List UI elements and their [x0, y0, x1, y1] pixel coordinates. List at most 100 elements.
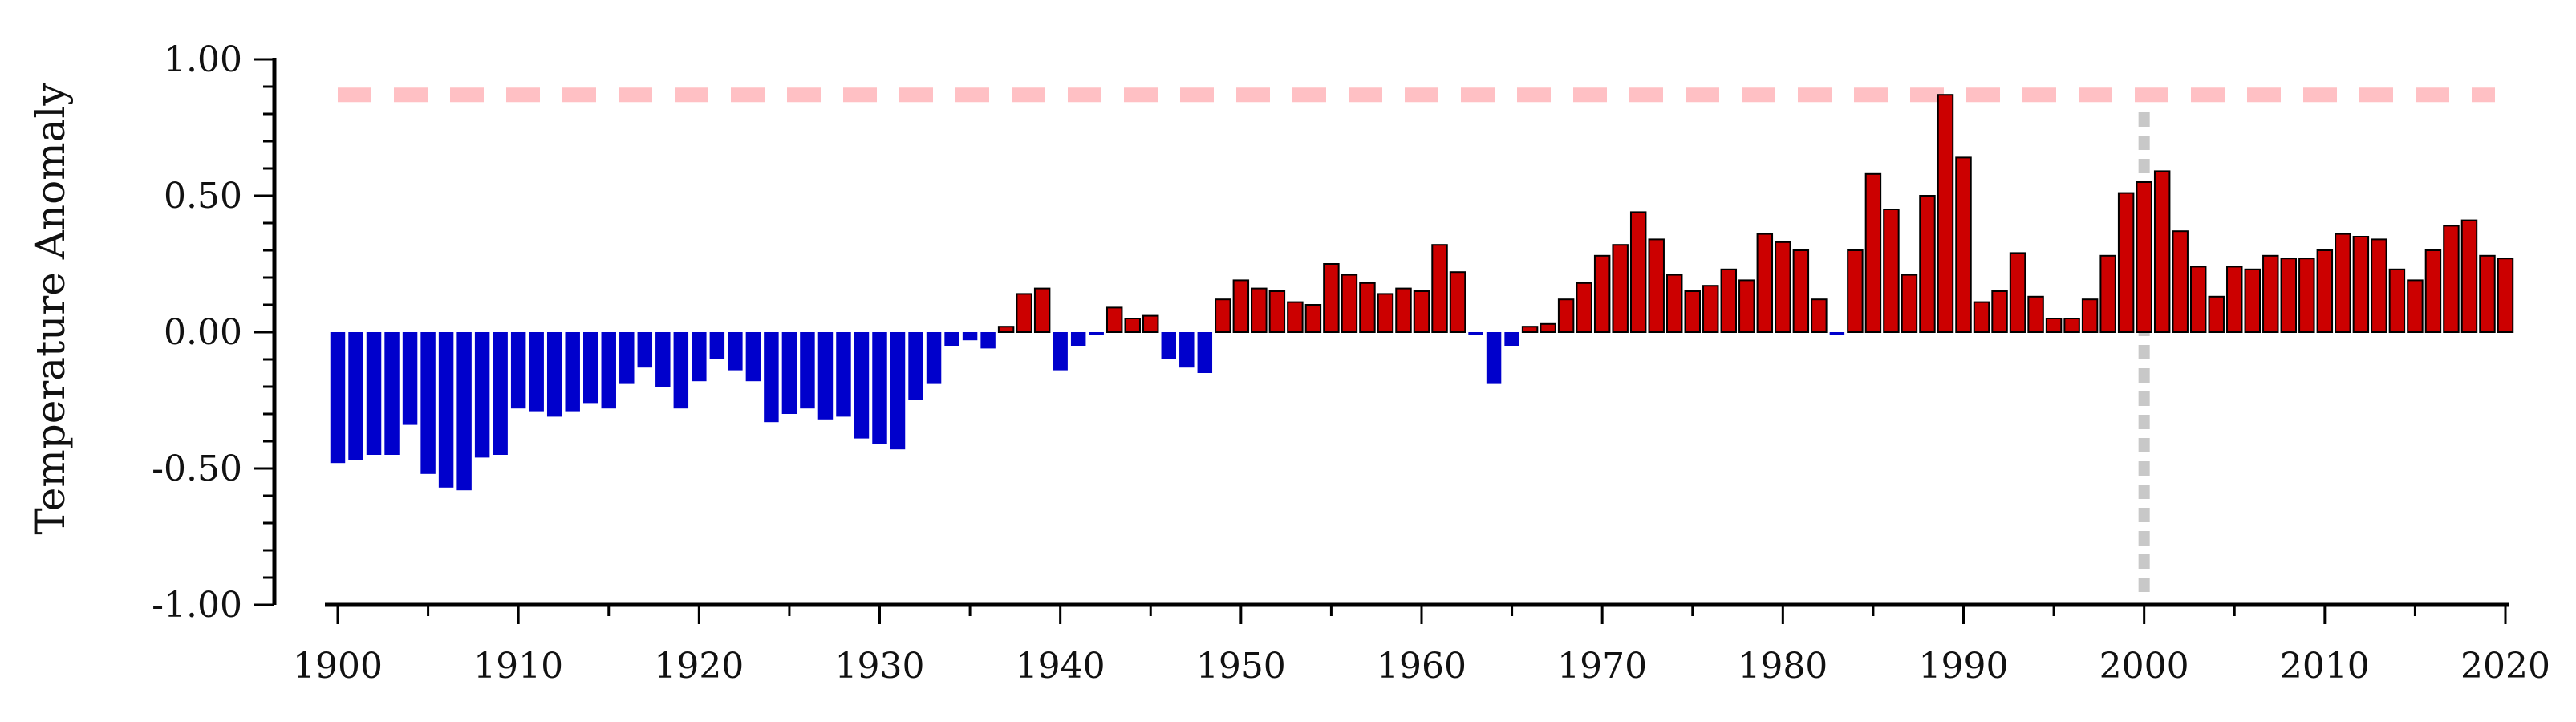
bar-1907 [456, 332, 472, 491]
bar-1977 [1720, 268, 1738, 333]
bar-1916 [619, 332, 635, 384]
bar-1968 [1557, 298, 1575, 334]
bar-1936 [980, 332, 996, 349]
x-tick-label: 1930 [835, 646, 925, 687]
bar-1959 [1395, 287, 1412, 334]
bar-1944 [1124, 318, 1141, 333]
bar-1956 [1341, 274, 1358, 334]
bar-1945 [1142, 314, 1159, 334]
bar-1955 [1323, 263, 1340, 333]
bar-1964 [1486, 332, 1502, 384]
bar-series [330, 94, 2514, 491]
bar-1928 [836, 332, 851, 417]
bar-1996 [2063, 318, 2080, 333]
bar-1999 [2117, 192, 2135, 333]
bar-1994 [2027, 295, 2044, 333]
x-tick-label: 1970 [1557, 646, 1647, 687]
bar-1930 [872, 332, 887, 444]
x-tick-label: 1960 [1377, 646, 1466, 687]
bar-1984 [1847, 249, 1864, 333]
bar-1979 [1756, 233, 1774, 334]
bar-1992 [1991, 290, 2008, 333]
bar-2016 [2424, 249, 2442, 333]
bar-2019 [2479, 254, 2496, 333]
bar-2005 [2226, 266, 2243, 333]
x-tick-label: 1980 [1738, 646, 1828, 687]
bar-1983 [1829, 332, 1845, 335]
bar-1910 [510, 332, 526, 409]
bar-1985 [1864, 172, 1882, 333]
bar-1940 [1053, 332, 1068, 371]
bar-1906 [438, 332, 454, 488]
bar-1954 [1304, 304, 1322, 333]
y-tick-label: 1.00 [164, 39, 242, 80]
bar-1904 [402, 332, 418, 425]
bar-2004 [2208, 295, 2225, 333]
bar-2020 [2497, 258, 2514, 334]
bar-1905 [420, 332, 436, 474]
bar-1937 [997, 326, 1015, 334]
bar-1926 [800, 332, 815, 409]
bar-1952 [1268, 290, 1286, 333]
bar-1929 [854, 332, 870, 439]
bar-1900 [330, 332, 346, 464]
bar-2014 [2388, 268, 2406, 333]
bar-2006 [2244, 268, 2261, 333]
bar-1939 [1033, 287, 1051, 334]
bar-1990 [1955, 156, 1972, 333]
bar-1957 [1359, 282, 1376, 333]
bar-1943 [1105, 306, 1123, 333]
bar-2001 [2153, 170, 2171, 333]
bar-1951 [1251, 287, 1268, 334]
bar-1962 [1449, 271, 1466, 334]
y-axis-label: Temperature Anomaly [27, 83, 74, 535]
bar-1970 [1593, 254, 1611, 333]
bar-1965 [1504, 332, 1519, 346]
x-tick-label: 1950 [1196, 646, 1286, 687]
bar-1972 [1629, 211, 1647, 333]
bar-1993 [2009, 252, 2026, 333]
bar-1967 [1540, 322, 1556, 333]
bar-1931 [890, 332, 906, 450]
bar-1923 [745, 332, 761, 382]
bar-1921 [709, 332, 725, 359]
bar-1935 [962, 332, 978, 341]
bar-1988 [1919, 195, 1936, 333]
bar-1932 [908, 332, 923, 400]
bar-1950 [1232, 279, 1250, 333]
bar-1902 [366, 332, 382, 455]
x-tick-label: 2020 [2460, 646, 2550, 687]
bar-2012 [2352, 236, 2370, 333]
y-axis: -1.00 -0.50 0.00 0.50 1.00 [152, 39, 277, 626]
bar-1963 [1468, 332, 1483, 335]
bar-2002 [2172, 230, 2189, 334]
x-tick-label: 1920 [654, 646, 744, 687]
bar-2007 [2262, 254, 2279, 333]
bar-1969 [1576, 282, 1592, 333]
bar-1966 [1521, 326, 1539, 334]
x-tick-label: 1910 [473, 646, 563, 687]
bar-1933 [926, 332, 942, 384]
bar-2010 [2316, 249, 2334, 333]
bar-1991 [1973, 301, 1990, 334]
bar-1998 [2099, 254, 2116, 333]
bar-1919 [673, 332, 689, 409]
bar-2017 [2443, 225, 2460, 333]
bar-1909 [493, 332, 508, 455]
bar-1976 [1702, 285, 1719, 334]
x-tick-label: 2000 [2099, 646, 2189, 687]
bar-1960 [1413, 290, 1430, 333]
bar-1953 [1287, 301, 1304, 334]
bar-1915 [601, 332, 616, 409]
bar-2009 [2298, 258, 2315, 334]
bar-1982 [1811, 298, 1828, 334]
x-tick-label: 1900 [293, 646, 383, 687]
bar-1912 [546, 332, 562, 417]
y-tick-label: 0.50 [164, 176, 242, 217]
y-tick-label: -1.00 [152, 585, 242, 626]
bar-1980 [1775, 241, 1791, 333]
y-tick-label: -0.50 [152, 448, 242, 489]
bar-1949 [1215, 298, 1231, 334]
bar-1927 [817, 332, 834, 420]
bar-1934 [944, 332, 959, 346]
